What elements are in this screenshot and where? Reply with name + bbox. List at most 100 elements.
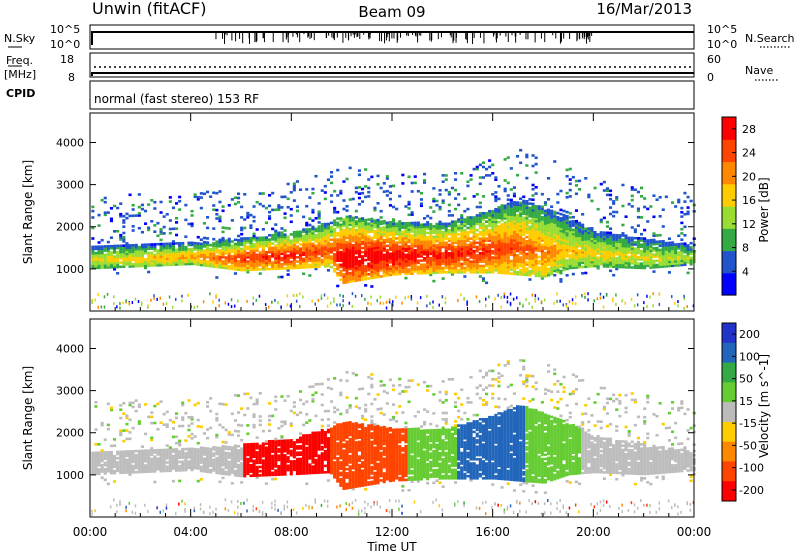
range-cell [261, 249, 265, 252]
range-cell [302, 257, 306, 261]
range-cell [348, 238, 352, 241]
range-cell [581, 257, 585, 260]
range-cell [671, 260, 675, 263]
range-cell [128, 254, 132, 258]
range-cell [339, 263, 343, 267]
range-cell [153, 243, 157, 246]
range-cell [168, 246, 172, 250]
range-cell [221, 249, 225, 253]
range-cell [237, 299, 239, 303]
range-cell [159, 296, 161, 300]
range-cell [336, 263, 340, 267]
range-cell [295, 230, 299, 234]
range-cell [472, 224, 476, 228]
range-cell [413, 240, 417, 244]
range-cell [429, 273, 433, 277]
range-cell [497, 231, 501, 234]
range-cell [373, 259, 377, 262]
range-cell [252, 215, 256, 219]
range-cell [128, 431, 132, 434]
range-cell [522, 218, 526, 222]
range-cell [649, 241, 653, 244]
range-cell [187, 241, 191, 245]
range-cell [370, 253, 374, 257]
range-cell [156, 253, 160, 257]
range-cell [109, 465, 113, 469]
range-cell [333, 230, 337, 233]
range-cell [398, 251, 402, 255]
range-cell [466, 260, 470, 263]
range-cell [311, 257, 315, 260]
range-cell [202, 243, 206, 246]
range-cell [109, 247, 113, 250]
range-cell [581, 265, 585, 269]
range-cell [497, 229, 501, 232]
range-cell [410, 221, 414, 225]
range-cell [547, 271, 551, 275]
range-cell [516, 241, 520, 244]
range-cell [534, 213, 538, 216]
range-cell [587, 258, 591, 262]
range-cell [609, 246, 613, 249]
range-cell [292, 245, 296, 249]
range-cell [627, 266, 631, 269]
range-cell [175, 259, 179, 262]
range-cell [413, 265, 417, 269]
range-cell [240, 262, 244, 265]
power-colorbar-label: Power [dB] [757, 177, 771, 242]
range-cell [100, 457, 104, 461]
range-cell [342, 224, 346, 228]
range-cell [382, 301, 385, 305]
range-cell [667, 247, 671, 251]
range-cell [168, 261, 172, 264]
range-cell [556, 241, 560, 244]
range-cell [392, 241, 396, 245]
range-cell [547, 240, 551, 243]
range-cell [264, 221, 268, 225]
range-cell [565, 210, 569, 214]
range-cell [450, 262, 454, 266]
range-cell [212, 252, 216, 256]
range-cell [407, 200, 411, 204]
range-cell [553, 244, 557, 247]
range-cell [122, 465, 126, 468]
range-cell [435, 252, 439, 255]
range-cell [116, 467, 120, 471]
range-cell [125, 244, 129, 247]
range-cell [237, 262, 241, 265]
range-cell [361, 229, 365, 233]
range-cell [609, 250, 613, 254]
range-cell [103, 451, 107, 454]
range-cell [457, 233, 461, 236]
range-cell [289, 256, 293, 259]
range-cell [547, 210, 551, 214]
range-cell [587, 261, 591, 264]
range-cell [227, 252, 231, 256]
range-cell [590, 260, 594, 264]
range-cell [578, 261, 582, 265]
range-cell [531, 154, 535, 157]
range-cell [190, 252, 194, 255]
range-cell [426, 256, 430, 260]
range-cell [97, 459, 101, 463]
range-cell [494, 245, 498, 249]
range-cell [512, 213, 516, 217]
range-cell [113, 455, 117, 458]
range-cell [491, 224, 495, 228]
range-cell [602, 260, 606, 264]
range-cell [599, 220, 603, 224]
range-cell [221, 239, 225, 242]
range-cell [407, 228, 411, 231]
range-cell [345, 205, 349, 208]
range-cell [314, 236, 318, 239]
range-cell [122, 439, 126, 443]
range-cell [643, 197, 647, 200]
range-cell [339, 223, 343, 227]
range-cell [450, 273, 454, 276]
range-cell [147, 470, 151, 473]
range-cell [187, 260, 191, 264]
range-cell [134, 243, 138, 247]
range-cell [540, 230, 544, 234]
range-cell [466, 268, 470, 272]
range-cell [485, 304, 487, 308]
